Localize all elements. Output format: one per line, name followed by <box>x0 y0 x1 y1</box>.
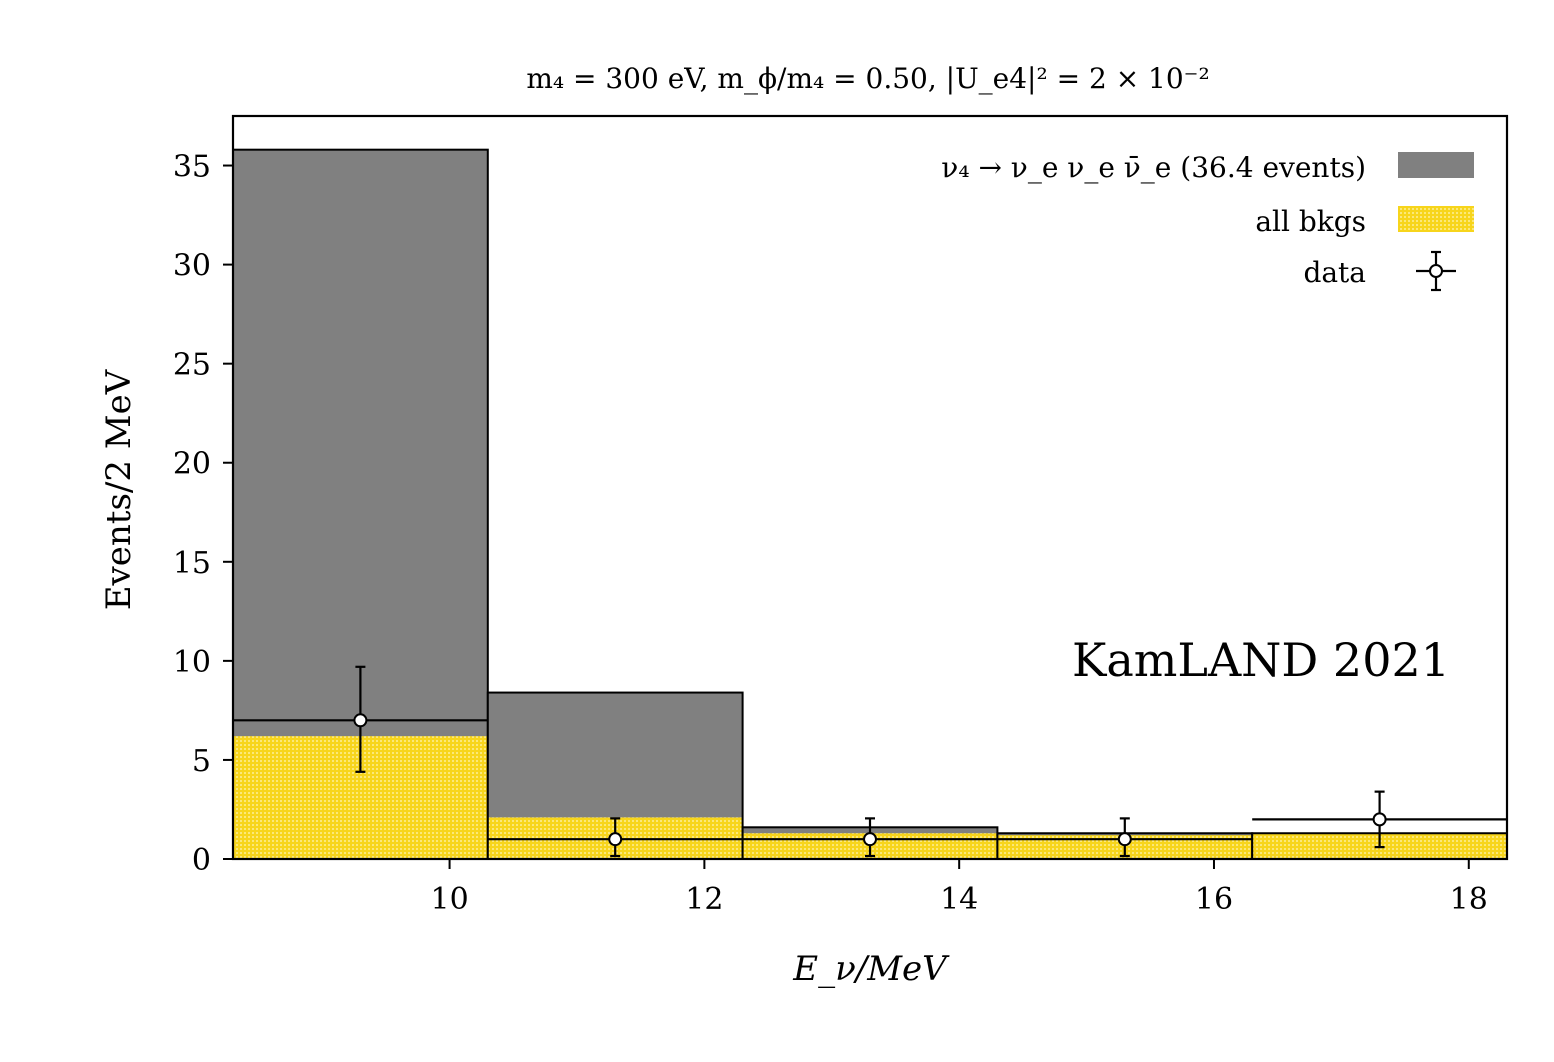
y-tick-label-4: 20 <box>173 447 211 482</box>
y-tick-label-6: 30 <box>173 249 211 284</box>
legend-marker-data <box>1416 250 1456 292</box>
y-tick-label-5: 25 <box>173 348 211 383</box>
y-tick-label-1: 5 <box>192 744 211 779</box>
bars-layer <box>232 148 1508 861</box>
legend-swatch-signal <box>1398 152 1474 178</box>
data-point-2 <box>742 817 998 858</box>
legend-swatch-bkg <box>1398 206 1474 232</box>
data-points-layer <box>233 665 1507 858</box>
x-axis-label: E_ν/MeV <box>792 949 950 989</box>
x-tick-label-1: 12 <box>685 882 723 917</box>
y-axis: 0 5 10 15 20 25 30 35 <box>173 150 233 878</box>
y-tick-label-7: 35 <box>173 150 211 185</box>
data-point-0 <box>233 665 488 773</box>
y-tick-label-3: 15 <box>173 546 211 581</box>
x-tick-label-2: 14 <box>940 882 978 917</box>
x-tick-label-0: 10 <box>430 882 468 917</box>
chart-title: m₄ = 300 eV, m_ϕ/m₄ = 0.50, |U_e4|² = 2 … <box>526 62 1209 95</box>
x-tick-label-3: 16 <box>1195 882 1233 917</box>
y-tick-label-0: 0 <box>192 843 211 878</box>
legend-label-data: data <box>1303 256 1366 289</box>
data-point-4 <box>1252 790 1507 849</box>
x-axis: 10 12 14 16 18 <box>430 859 1488 917</box>
x-tick-label-4: 18 <box>1450 882 1488 917</box>
data-point-1 <box>487 817 743 858</box>
experiment-annotation: KamLAND 2021 <box>1072 633 1450 687</box>
y-axis-label: Events/2 MeV <box>99 368 139 610</box>
y-tick-label-2: 10 <box>173 645 211 680</box>
legend-label-signal: ν₄ → ν_e ν_e ν̄_e (36.4 events) <box>941 151 1366 184</box>
legend: ν₄ → ν_e ν_e ν̄_e (36.4 events) all bkgs… <box>941 151 1474 292</box>
legend-label-bkg: all bkgs <box>1255 205 1366 238</box>
plot-frame <box>231 114 1509 861</box>
data-point-3 <box>997 817 1253 858</box>
